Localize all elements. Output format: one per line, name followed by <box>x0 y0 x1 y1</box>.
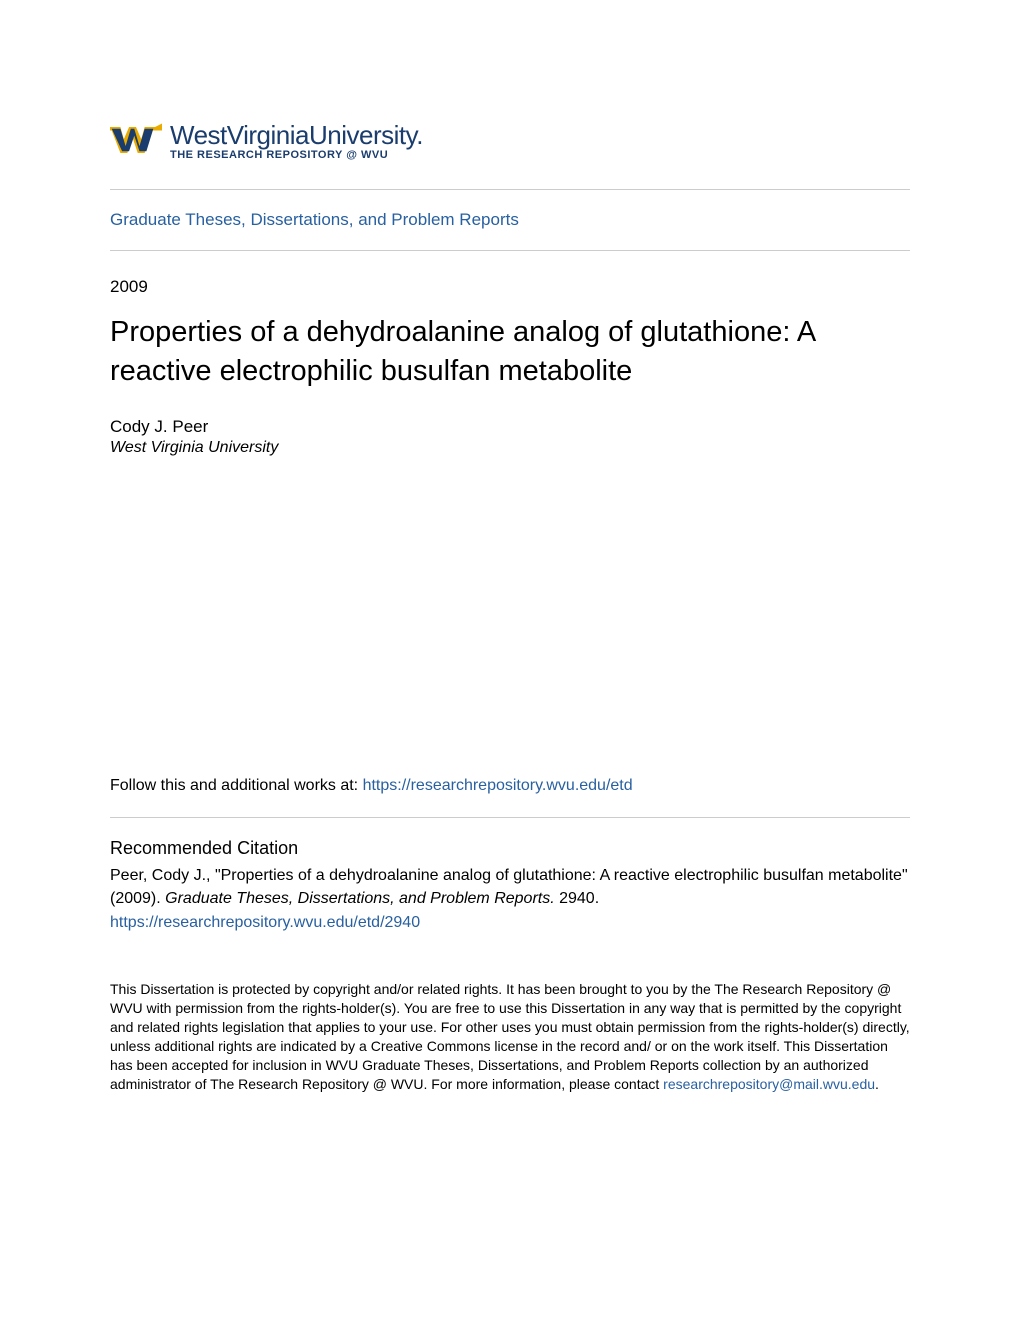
wvu-flying-wv-icon <box>110 120 162 160</box>
follow-works-link[interactable]: https://researchrepository.wvu.edu/etd <box>363 777 633 794</box>
contact-email-link[interactable]: researchrepository@mail.wvu.edu <box>663 1076 875 1092</box>
university-name: WestVirginiaUniversity. <box>170 120 423 151</box>
citation-url-link[interactable]: https://researchrepository.wvu.edu/etd/2… <box>110 912 910 934</box>
logo-text-block: WestVirginiaUniversity. THE RESEARCH REP… <box>170 120 423 161</box>
follow-works-line: Follow this and additional works at: htt… <box>110 777 910 817</box>
content-spacer <box>110 457 910 777</box>
citation-series-title: Graduate Theses, Dissertations, and Prob… <box>165 890 559 907</box>
copyright-disclaimer: This Dissertation is protected by copyri… <box>110 980 910 1093</box>
document-title: Properties of a dehydroalanine analog of… <box>110 313 910 391</box>
citation-text-after: 2940. <box>559 890 599 907</box>
follow-prefix: Follow this and additional works at: <box>110 777 363 794</box>
citation-heading: Recommended Citation <box>110 818 910 865</box>
author-affiliation: West Virginia University <box>110 439 910 457</box>
author-name: Cody J. Peer <box>110 417 910 437</box>
publication-year: 2009 <box>110 251 910 313</box>
citation-body: Peer, Cody J., "Properties of a dehydroa… <box>110 865 910 934</box>
collection-link[interactable]: Graduate Theses, Dissertations, and Prob… <box>110 190 910 250</box>
wvu-logo-block: WestVirginiaUniversity. THE RESEARCH REP… <box>110 120 910 161</box>
repository-tagline: THE RESEARCH REPOSITORY @ WVU <box>170 149 423 161</box>
disclaimer-period: . <box>875 1076 879 1092</box>
